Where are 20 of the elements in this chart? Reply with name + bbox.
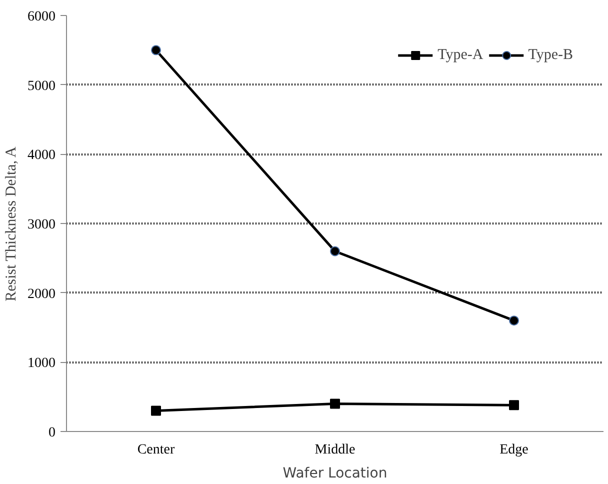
y-tick-label: 1000 — [28, 356, 56, 372]
x-axis-title: Wafer Location — [282, 466, 388, 482]
legend-label: Type-A — [438, 46, 484, 64]
point — [151, 406, 161, 416]
y-tick-label: 2000 — [28, 286, 56, 302]
point — [509, 316, 519, 326]
legend-label: Type-B — [528, 46, 573, 64]
y-tick-label: 0 — [48, 426, 56, 440]
y-tick-label: 4000 — [28, 148, 56, 164]
point — [509, 400, 519, 410]
x-tick-label: Middle — [314, 442, 356, 458]
x-tick-label: Center — [137, 442, 175, 458]
x-tick-label: Edge — [500, 442, 528, 458]
point — [151, 45, 161, 56]
y-tick-label: 5000 — [28, 78, 56, 94]
point — [330, 246, 340, 256]
y-axis-title: Resist Thickness Delta, A — [4, 146, 20, 302]
y-tick-label: 6000 — [28, 10, 56, 24]
point — [330, 398, 340, 409]
y-tick-label: 3000 — [28, 218, 56, 232]
